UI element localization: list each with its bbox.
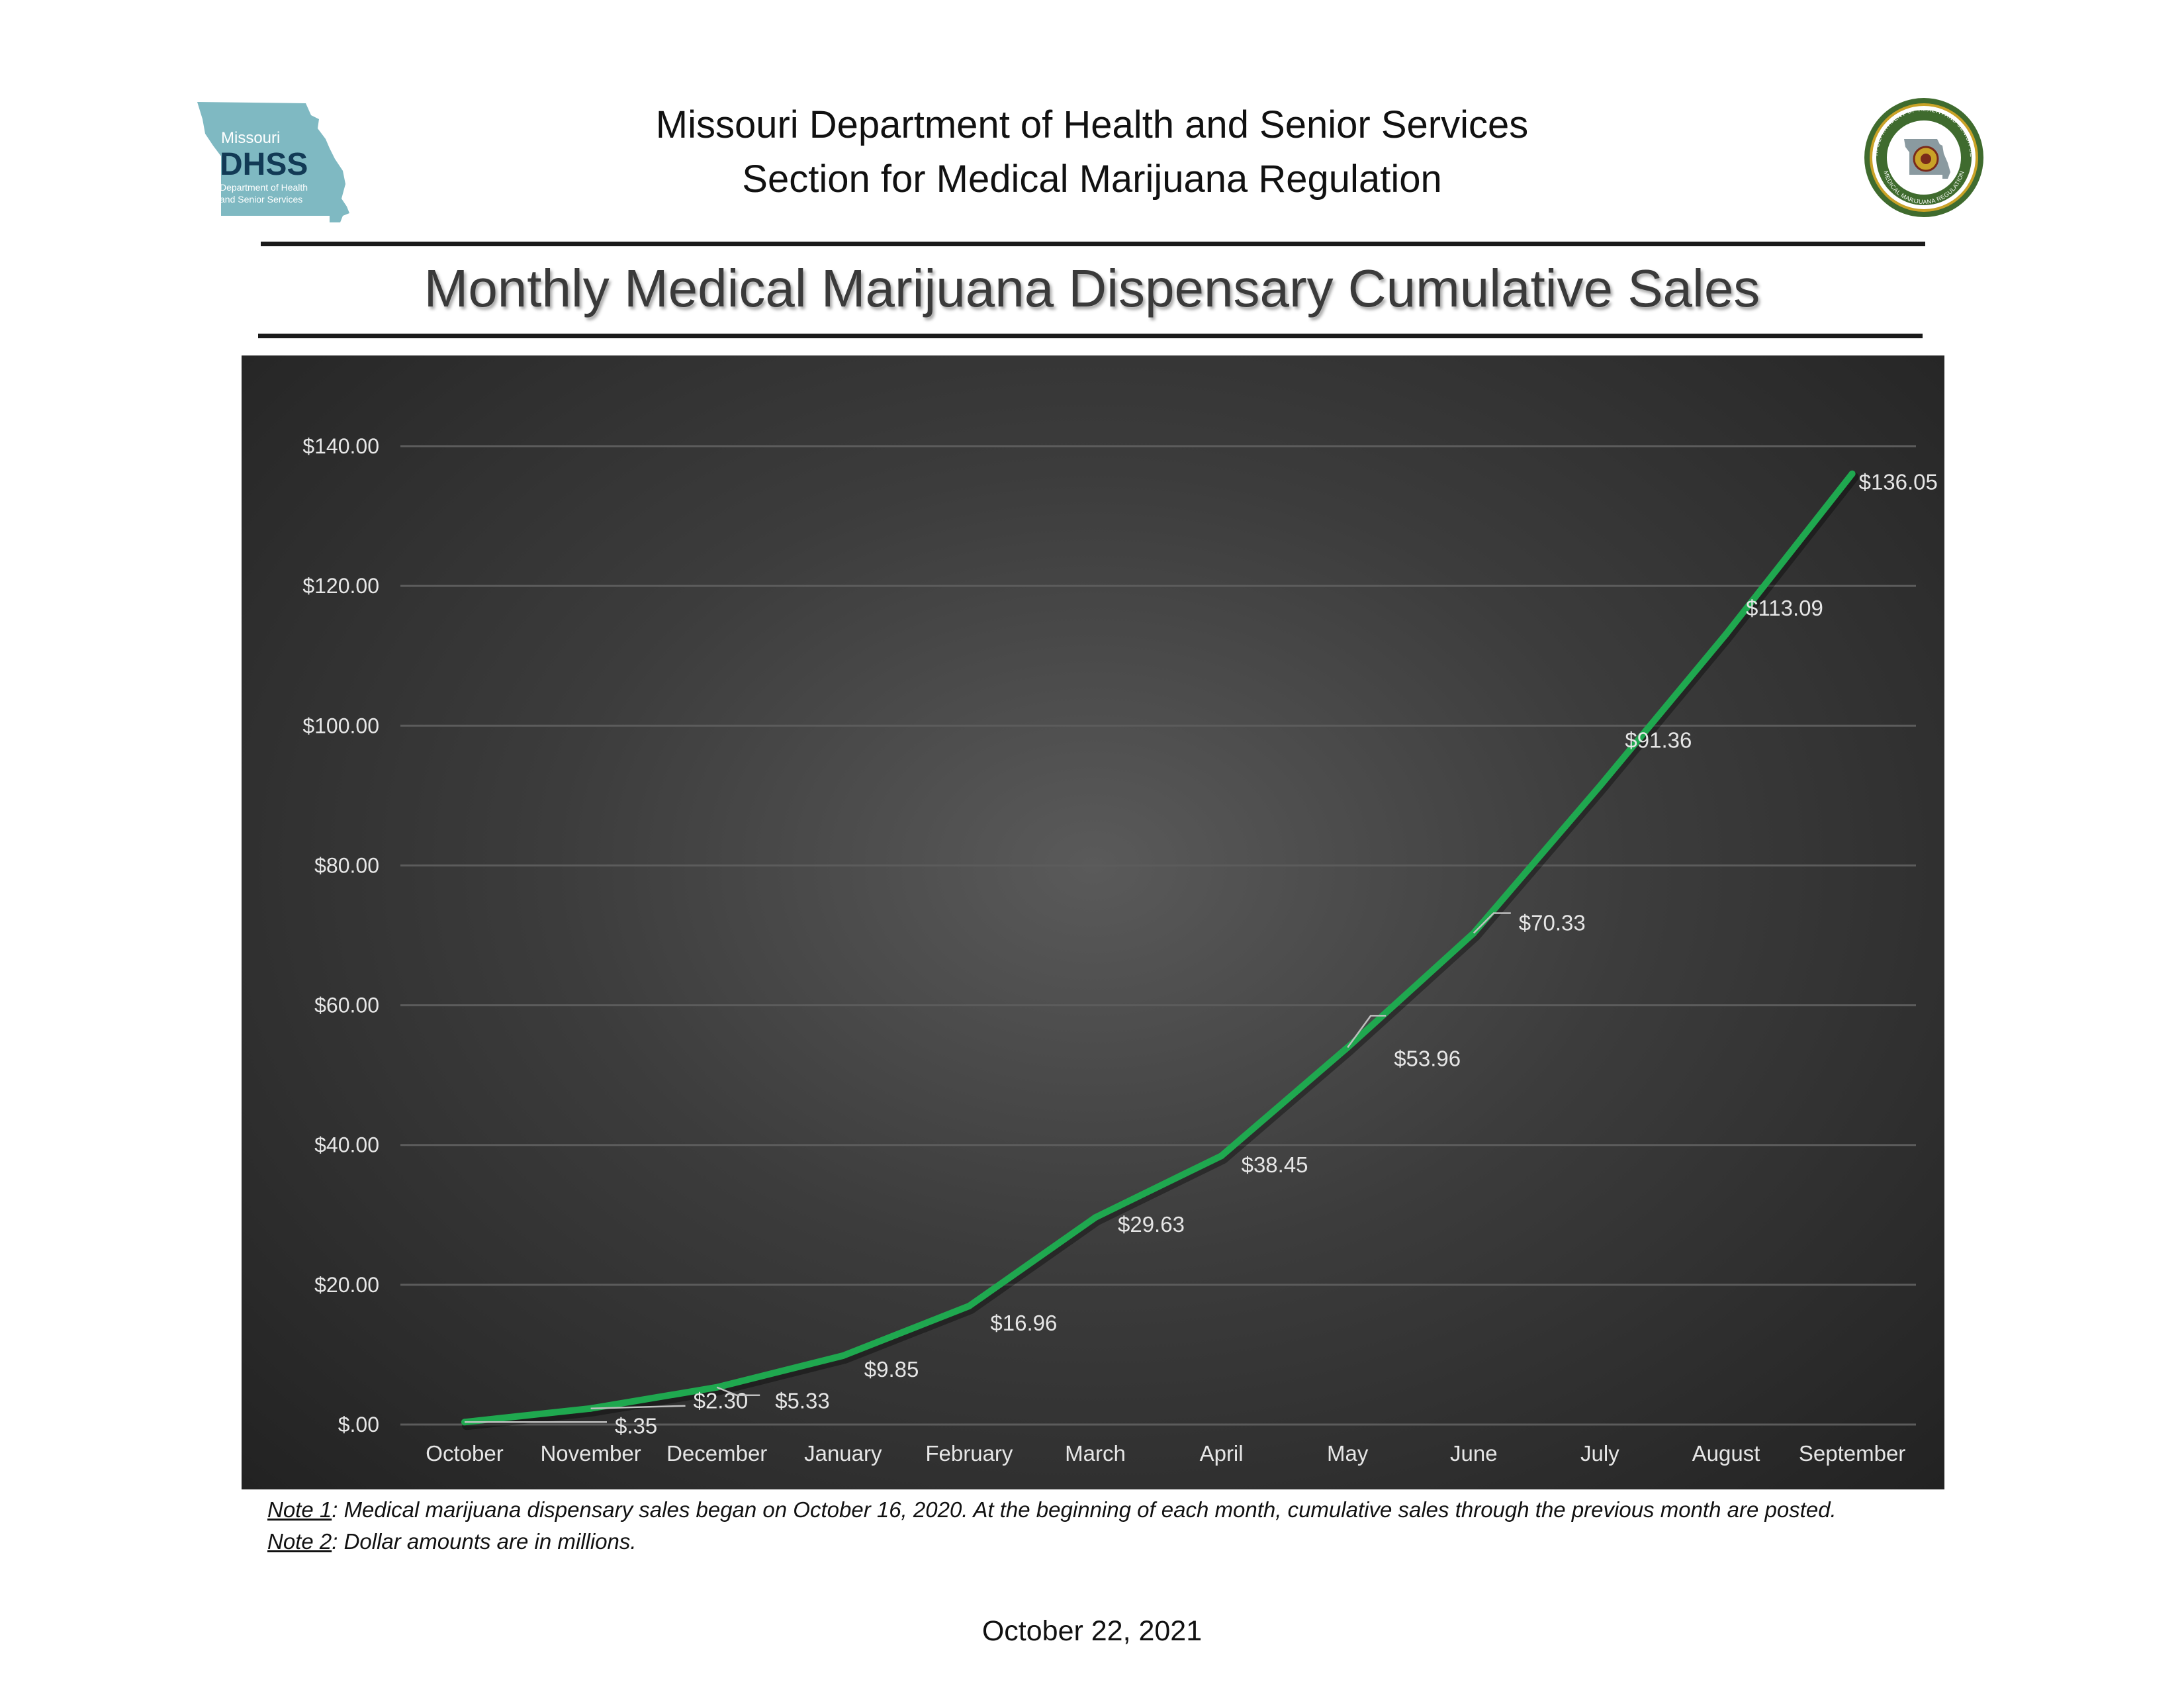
note-1: Note 1: Medical marijuana dispensary sal…	[267, 1497, 1955, 1523]
note-2: Note 2: Dollar amounts are in millions.	[267, 1529, 1955, 1554]
chart-container: $.00 $20.00 $40.00 $60.00 $80.00 $100.00 $120.…	[242, 355, 1944, 1489]
label-leader	[716, 1386, 760, 1396]
x-tick-label: August	[1692, 1441, 1760, 1466]
x-tick-label: September	[1799, 1441, 1905, 1466]
note-1-label: Note 1	[267, 1497, 332, 1522]
data-label: $91.36	[1625, 727, 1692, 752]
y-tick-label: $40.00	[314, 1133, 379, 1157]
dhss-logo: Missouri DHSS Department of Health and S…	[193, 99, 349, 222]
data-label: $136.05	[1859, 470, 1938, 494]
top-rule	[261, 242, 1925, 246]
data-point	[966, 1302, 973, 1309]
data-point	[1723, 631, 1729, 638]
data-label: $38.45	[1242, 1152, 1308, 1177]
x-tick-label: November	[540, 1441, 641, 1466]
notes: Note 1: Medical marijuana dispensary sal…	[267, 1497, 1955, 1561]
header-line-1: Missouri Department of Health and Senior…	[655, 103, 1529, 146]
x-tick-label: March	[1065, 1441, 1126, 1466]
x-tick-label: December	[666, 1441, 767, 1466]
x-tick-label: May	[1327, 1441, 1369, 1466]
label-leader	[590, 1405, 686, 1409]
y-tick-label: $100.00	[302, 714, 379, 737]
data-label: $16.96	[990, 1311, 1057, 1335]
seal-emblem-center	[1921, 154, 1931, 164]
data-point	[587, 1405, 594, 1412]
label-leader	[1473, 912, 1511, 934]
page-title: Monthly Medical Marijuana Dispensary Cum…	[424, 259, 1760, 318]
data-label: $113.09	[1746, 596, 1823, 620]
y-tick-label: $140.00	[302, 434, 379, 458]
data-label: $9.85	[864, 1357, 919, 1382]
x-tick-label: October	[426, 1441, 503, 1466]
y-tick-label: $120.00	[302, 574, 379, 598]
series-line-shadow	[462, 472, 1859, 1430]
logo-acronym: DHSS	[220, 147, 308, 182]
note-1-text: : Medical marijuana dispensary sales beg…	[332, 1497, 1837, 1522]
data-label: $.35	[615, 1413, 657, 1438]
data-label: $5.33	[775, 1389, 830, 1413]
title-rule	[258, 334, 1923, 338]
data-point	[839, 1352, 846, 1360]
line-chart: $.00 $20.00 $40.00 $60.00 $80.00 $100.00 $120.…	[302, 434, 1938, 1466]
label-leader	[1347, 1015, 1387, 1049]
data-label: $2.30	[694, 1389, 749, 1413]
note-2-label: Note 2	[267, 1529, 332, 1554]
logo-state: Missouri	[221, 129, 280, 147]
x-tick-label: January	[804, 1441, 882, 1466]
y-tick-label: $60.00	[314, 994, 379, 1017]
logo-subtitle-1: Department of Health	[220, 182, 308, 193]
data-point	[1848, 470, 1856, 477]
data-label: $70.33	[1519, 911, 1586, 935]
report-date: October 22, 2021	[981, 1615, 1203, 1647]
data-point	[1092, 1214, 1099, 1221]
seal-green-ring	[1876, 110, 1972, 205]
note-2-text: : Dollar amounts are in millions.	[332, 1529, 637, 1554]
data-label: $53.96	[1394, 1046, 1461, 1070]
series-line	[461, 470, 1856, 1426]
logo-subtitle-2: and Senior Services	[220, 194, 302, 205]
mmr-seal: MISSOURI DEPARTMENT OF HEALTH AND SENIOR…	[1863, 97, 1985, 218]
data-point	[713, 1383, 721, 1391]
y-tick-label: $20.00	[314, 1273, 379, 1297]
header-line-2: Section for Medical Marijuana Regulation	[742, 158, 1442, 201]
x-tick-label: April	[1200, 1441, 1244, 1466]
y-tick-label: $.00	[338, 1413, 379, 1436]
y-tick-label: $80.00	[314, 853, 379, 877]
data-label: $29.63	[1118, 1212, 1185, 1237]
data-point	[1596, 782, 1604, 790]
x-tick-label: July	[1580, 1441, 1619, 1466]
data-point	[1218, 1152, 1225, 1160]
x-tick-label: June	[1450, 1441, 1498, 1466]
x-tick-label: February	[925, 1441, 1013, 1466]
missouri-state-shape	[197, 102, 349, 222]
